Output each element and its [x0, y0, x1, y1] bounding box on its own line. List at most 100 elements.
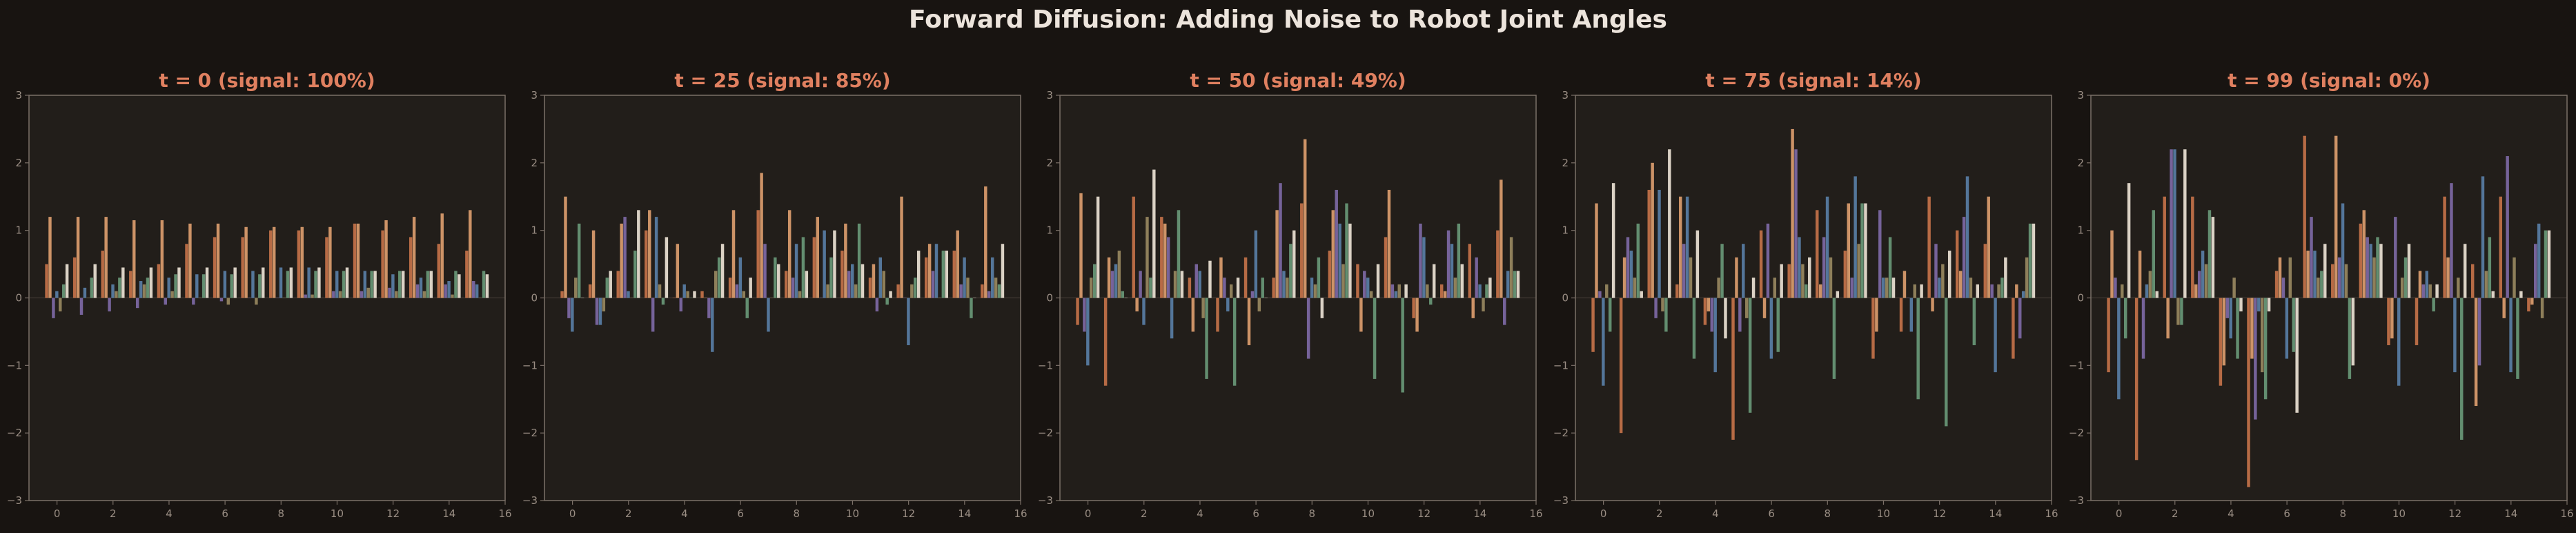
bar	[475, 284, 479, 298]
x-tick-label: 10	[331, 507, 344, 520]
bar	[816, 217, 819, 298]
bar	[770, 298, 773, 299]
bar	[826, 284, 829, 298]
bar	[2278, 257, 2282, 298]
bar	[1987, 196, 1990, 298]
subplot-0: t = 0 (signal: 100%)0 2 4 6 8 10 12 14 16−3−2−10…	[7, 69, 512, 520]
bar	[356, 223, 360, 298]
bar	[142, 284, 146, 298]
bar	[2000, 278, 2004, 298]
bar	[1805, 284, 1808, 298]
bar	[1724, 298, 1727, 339]
bar	[258, 274, 262, 298]
subplot-1: t = 25 (signal: 85%)0 2 4 6 8 10 12 14 16−3−2−10…	[522, 69, 1028, 520]
bar	[1223, 278, 1226, 298]
bar	[345, 267, 349, 298]
bar	[686, 291, 689, 298]
bar	[1488, 278, 1492, 298]
bar	[1412, 298, 1415, 318]
bar	[609, 271, 612, 298]
bar	[2331, 264, 2334, 298]
bar	[1742, 244, 1745, 298]
bar	[279, 267, 283, 298]
bar	[777, 264, 780, 298]
bar	[794, 244, 798, 298]
x-tick-label: 10	[846, 507, 859, 520]
bar	[1878, 210, 1882, 298]
bar	[440, 213, 444, 298]
bar	[1843, 251, 1847, 298]
bar	[1503, 298, 1506, 325]
bar	[2176, 298, 2180, 325]
bar	[1816, 210, 1819, 298]
y-tick-label: −2	[522, 427, 538, 439]
bar	[1226, 298, 1230, 312]
bar	[233, 267, 237, 298]
bar	[2018, 298, 2022, 339]
bar	[2170, 149, 2173, 298]
bar	[1773, 278, 1777, 298]
bar	[1086, 298, 1090, 366]
bar	[1359, 298, 1363, 332]
bar	[353, 223, 357, 298]
bar	[1275, 210, 1279, 298]
bar	[304, 294, 307, 298]
y-tick-label: 3	[2077, 89, 2084, 101]
bar	[981, 284, 984, 298]
x-tick-label: 16	[1529, 507, 1542, 520]
subplot-4: t = 99 (signal: 0%)0 2 4 6 8 10 12 14 16−3−2−101…	[2069, 69, 2574, 520]
bar	[2372, 257, 2376, 298]
bar	[1899, 298, 1903, 332]
bar	[990, 257, 994, 298]
bar	[2236, 298, 2239, 359]
bar	[93, 264, 97, 298]
bar	[226, 298, 230, 305]
bar	[2519, 291, 2523, 298]
bar	[223, 271, 227, 298]
y-tick-label: 2	[1562, 157, 1569, 169]
bar	[1731, 298, 1735, 440]
bar	[2366, 237, 2369, 298]
bar	[2263, 298, 2268, 400]
bar	[994, 278, 998, 298]
bar	[2435, 284, 2439, 298]
bar	[1415, 298, 1419, 332]
bar	[651, 298, 655, 332]
bar	[2145, 284, 2149, 298]
bar	[2477, 298, 2481, 366]
bar	[2323, 244, 2327, 298]
bar	[2021, 291, 2025, 298]
x-tick-label: 2	[1656, 507, 1663, 520]
bar	[1177, 210, 1181, 298]
bar	[454, 271, 458, 298]
bar	[2123, 298, 2127, 339]
x-tick-label: 16	[498, 507, 511, 520]
bar	[661, 298, 665, 305]
bar	[1675, 284, 1679, 298]
bar	[2390, 298, 2394, 339]
x-tick-label: 6	[222, 507, 228, 520]
bar	[2534, 244, 2537, 298]
bar	[1163, 223, 1167, 298]
bar	[2306, 251, 2310, 298]
bar	[469, 210, 472, 298]
bar	[2148, 271, 2152, 298]
bar	[787, 210, 792, 298]
bar	[1626, 237, 1630, 298]
figure-title: Forward Diffusion: Adding Noise to Robot…	[908, 6, 1667, 34]
bar	[2114, 278, 2117, 298]
subplot-title: t = 25 (signal: 85%)	[674, 69, 890, 92]
bar	[774, 257, 777, 298]
bar	[1376, 264, 1380, 298]
bar	[823, 230, 826, 298]
bar	[1114, 264, 1118, 298]
bar	[1457, 223, 1461, 298]
bar	[878, 257, 883, 298]
bar	[61, 284, 66, 298]
bar	[2415, 298, 2419, 345]
bar	[1860, 203, 1864, 298]
bar	[1076, 298, 1079, 325]
x-tick-label: 8	[1309, 507, 1316, 520]
x-tick-label: 2	[1141, 507, 1148, 520]
